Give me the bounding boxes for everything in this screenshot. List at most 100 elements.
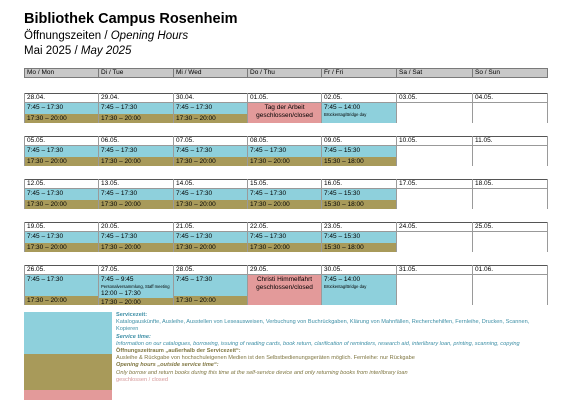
month-en: May 2025	[80, 45, 132, 57]
service-hours: 7:45 – 17:30	[101, 190, 138, 197]
day-date: 28.04.	[25, 93, 98, 103]
day-cell: 02.05. 7:45 – 14:00 Brückentag/Bridge day	[322, 93, 397, 123]
holiday-closed: Christi Himmelfahrt geschlossen/closed	[248, 275, 321, 305]
service-hours-block: 7:45 – 17:30	[99, 189, 173, 200]
outside-service-hours: 17:30 – 20:00	[174, 114, 247, 123]
outside-service-hours: 17:30 – 20:00	[174, 200, 247, 209]
outside-service-hours: 17:30 – 20:00	[174, 296, 247, 305]
service-hours-block: 7:45 – 17:30	[174, 146, 247, 157]
week-row: 28.04. 7:45 – 17:30 17:30 – 20:00 29.04. 7:4…	[24, 93, 548, 123]
service-hours: 7:45 – 17:30	[27, 190, 64, 197]
outside-service-hours: 17:30 – 20:00	[248, 200, 321, 209]
empty-day	[473, 146, 547, 166]
outside-desc-de: Ausleihe & Rückgabe von hochschuleigenen…	[116, 355, 415, 362]
day-date: 26.05.	[25, 265, 98, 275]
day-date: 29.05.	[248, 265, 321, 275]
service-hours-block: 7:45 – 17:30	[25, 189, 98, 200]
day-date: 07.05.	[174, 136, 247, 146]
closed-swatch	[24, 390, 112, 400]
outside-service-hours: 17:30 – 20:00	[248, 243, 321, 252]
service-hours-block: 7:45 – 17:30	[174, 275, 247, 296]
day-cell: 29.04. 7:45 – 17:30 17:30 – 20:00	[99, 93, 174, 123]
day-note: Personalversammlung, Staff meeting	[101, 284, 170, 289]
empty-day	[397, 275, 472, 305]
day-cell: 10.05.	[397, 136, 473, 166]
weekday-header-cell: Sa / Sat	[397, 68, 473, 78]
closed-label: geschlossen / closed	[116, 376, 168, 383]
empty-day	[473, 275, 547, 305]
service-hours-block: 7:45 – 15:30	[322, 146, 396, 157]
day-date: 14.05.	[174, 179, 247, 189]
day-cell: 27.05. 7:45 – 9:45 Personalversammlung, St…	[99, 265, 174, 305]
holiday-closed: Tag der Arbeit geschlossen/closed	[248, 103, 321, 123]
day-date: 30.04.	[174, 93, 247, 103]
service-hours-block: 7:45 – 17:30	[25, 146, 98, 157]
holiday-name: Christi Himmelfahrt	[256, 276, 313, 283]
week-row: 26.05. 7:45 – 17:30 17:30 – 20:00 27.05. 7:4…	[24, 265, 548, 305]
service-hours-block: 7:45 – 17:30	[99, 232, 173, 243]
service-desc-de: Katalogauskünfte, Ausleihe, Ausstellen v…	[116, 319, 530, 333]
day-date: 22.05.	[248, 222, 321, 232]
outside-service-hours: 17:30 – 20:00	[25, 243, 98, 252]
day-cell: 21.05. 7:45 – 17:30 17:30 – 20:00	[174, 222, 248, 252]
weekday-header-cell: Mo / Mon	[24, 68, 99, 78]
outside-service-hours: 17:30 – 20:00	[99, 200, 173, 209]
outside-service-hours: 17:30 – 20:00	[99, 243, 173, 252]
day-cell: 28.05. 7:45 – 17:30 17:30 – 20:00	[174, 265, 248, 305]
outside-service-hours: 15:30 – 18:00	[322, 200, 396, 209]
holiday-name: Tag der Arbeit	[264, 104, 305, 111]
week-row: 19.05. 7:45 – 17:30 17:30 – 20:00 20.05. 7:4…	[24, 222, 548, 252]
day-cell: 13.05. 7:45 – 17:30 17:30 – 20:00	[99, 179, 174, 209]
service-hours: 7:45 – 17:30	[27, 147, 64, 154]
service-hours: 7:45 – 17:30	[250, 233, 287, 240]
day-date: 04.05.	[473, 93, 547, 103]
outside-service-hours: 17:30 – 20:00	[99, 114, 173, 123]
outside-service-hours: 17:30 – 20:00	[25, 200, 98, 209]
service-hours: 7:45 – 15:30	[324, 190, 361, 197]
day-cell: 31.05.	[397, 265, 473, 305]
day-cell: 12.05. 7:45 – 17:30 17:30 – 20:00	[24, 179, 99, 209]
day-date: 10.05.	[397, 136, 472, 146]
service-title-en: Service time:	[116, 333, 151, 340]
outside-service-hours: 17:30 – 20:00	[248, 157, 321, 166]
day-cell: 20.05. 7:45 – 17:30 17:30 – 20:00	[99, 222, 174, 252]
day-date: 17.05.	[397, 179, 472, 189]
subtitle: Öffnungszeiten / Opening Hours	[24, 30, 188, 42]
service-hours-block: 7:45 – 9:45 Personalversammlung, Staff me…	[99, 275, 173, 298]
outside-service-hours: 17:30 – 20:00	[99, 157, 173, 166]
service-desc-en: Information on our catalogues, borrowing…	[116, 340, 520, 347]
service-hours: 7:45 – 15:30	[324, 147, 361, 154]
day-cell: 22.05. 7:45 – 17:30 17:30 – 20:00	[248, 222, 322, 252]
subtitle-de: Öffnungszeiten /	[24, 30, 111, 42]
day-date: 24.05.	[397, 222, 472, 232]
service-hours: 7:45 – 9:45	[101, 276, 134, 283]
service-hours-2: 12:00 – 17:30	[101, 290, 141, 297]
service-hours-block: 7:45 – 15:30	[322, 232, 396, 243]
day-date: 01.05.	[248, 93, 321, 103]
day-cell: 08.05. 7:45 – 17:30 17:30 – 20:00	[248, 136, 322, 166]
page-title: Bibliothek Campus Rosenheim	[24, 11, 238, 27]
empty-day	[397, 146, 472, 166]
outside-service-swatch	[24, 354, 112, 390]
day-date: 09.05.	[322, 136, 396, 146]
day-cell: 11.05.	[473, 136, 548, 166]
day-cell: 09.05. 7:45 – 15:30 15:30 – 18:00	[322, 136, 397, 166]
service-hours-block: 7:45 – 17:30	[248, 189, 321, 200]
day-date: 20.05.	[99, 222, 173, 232]
empty-day	[397, 232, 472, 252]
legend-swatches	[24, 312, 112, 400]
empty-day	[397, 103, 472, 123]
service-hours: 7:45 – 17:30	[101, 147, 138, 154]
day-cell: 15.05. 7:45 – 17:30 17:30 – 20:00	[248, 179, 322, 209]
day-cell: 30.04. 7:45 – 17:30 17:30 – 20:00	[174, 93, 248, 123]
day-date: 18.05.	[473, 179, 547, 189]
service-hours: 7:45 – 15:30	[324, 233, 361, 240]
day-cell: 30.05. 7:45 – 14:00 Brückentag/Bridge day	[322, 265, 397, 305]
service-hours: 7:45 – 17:30	[176, 190, 213, 197]
day-cell: 14.05. 7:45 – 17:30 17:30 – 20:00	[174, 179, 248, 209]
day-date: 31.05.	[397, 265, 472, 275]
service-hours-block: 7:45 – 17:30	[99, 103, 173, 114]
day-cell: 05.05. 7:45 – 17:30 17:30 – 20:00	[24, 136, 99, 166]
service-hours: 7:45 – 17:30	[176, 276, 213, 283]
service-hours: 7:45 – 17:30	[176, 233, 213, 240]
